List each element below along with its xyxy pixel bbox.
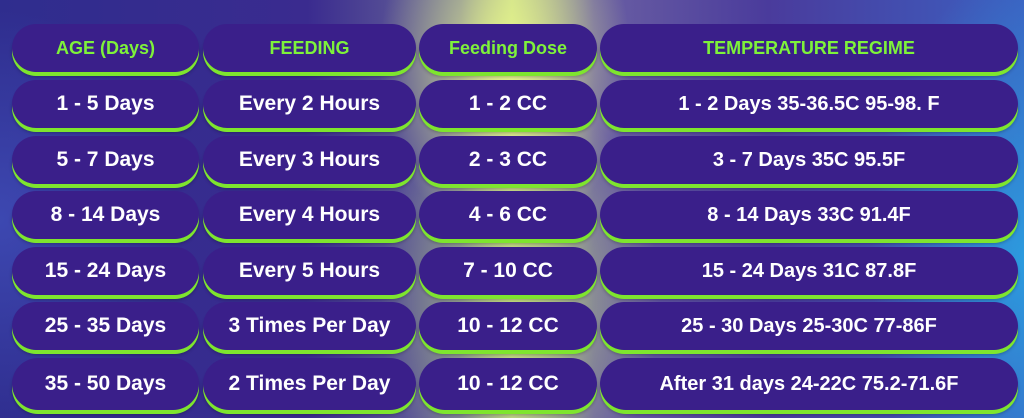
- cell-dose: 10 - 12 CC: [419, 358, 597, 410]
- cell-age: 8 - 14 Days: [12, 191, 199, 239]
- header-age: AGE (Days): [12, 24, 199, 72]
- cell-temperature: 1 - 2 Days 35-36.5C 95-98. F: [600, 80, 1018, 128]
- cell-dose: 1 - 2 CC: [419, 80, 597, 128]
- cell-feeding: 3 Times Per Day: [203, 302, 416, 350]
- cell-age: 35 - 50 Days: [12, 358, 199, 410]
- cell-age: 5 - 7 Days: [12, 136, 199, 184]
- cell-dose: 2 - 3 CC: [419, 136, 597, 184]
- cell-dose: 10 - 12 CC: [419, 302, 597, 350]
- cell-temperature: 25 - 30 Days 25-30C 77-86F: [600, 302, 1018, 350]
- cell-temperature: 8 - 14 Days 33C 91.4F: [600, 191, 1018, 239]
- cell-age: 15 - 24 Days: [12, 247, 199, 295]
- cell-temperature: 15 - 24 Days 31C 87.8F: [600, 247, 1018, 295]
- header-temperature-regime: TEMPERATURE REGIME: [600, 24, 1018, 72]
- header-feeding-dose: Feeding Dose: [419, 24, 597, 72]
- cell-feeding: Every 3 Hours: [203, 136, 416, 184]
- cell-age: 1 - 5 Days: [12, 80, 199, 128]
- cell-feeding: Every 2 Hours: [203, 80, 416, 128]
- cell-dose: 7 - 10 CC: [419, 247, 597, 295]
- cell-feeding: Every 5 Hours: [203, 247, 416, 295]
- header-feeding: FEEDING: [203, 24, 416, 72]
- cell-temperature: 3 - 7 Days 35C 95.5F: [600, 136, 1018, 184]
- cell-temperature: After 31 days 24-22C 75.2-71.6F: [600, 358, 1018, 410]
- cell-dose: 4 - 6 CC: [419, 191, 597, 239]
- cell-feeding: 2 Times Per Day: [203, 358, 416, 410]
- cell-feeding: Every 4 Hours: [203, 191, 416, 239]
- cell-age: 25 - 35 Days: [12, 302, 199, 350]
